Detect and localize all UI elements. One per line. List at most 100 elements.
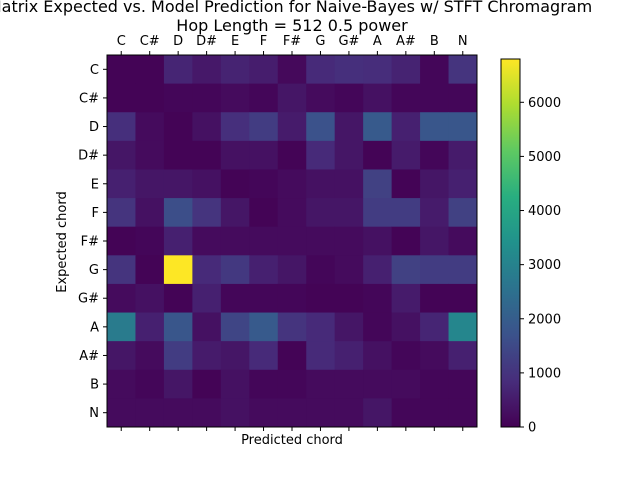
heatmap-cell (277, 283, 307, 314)
y-tick-label: F# (81, 235, 99, 250)
heatmap-cell (391, 198, 421, 228)
y-tick-label: A# (79, 349, 99, 364)
x-tick-label: D# (196, 34, 217, 49)
heatmap-cell (391, 369, 421, 399)
x-tick-label: A (373, 34, 382, 49)
x-tick-label: D (173, 34, 183, 49)
heatmap-cell (420, 55, 450, 85)
heatmap-cell (448, 283, 478, 314)
heatmap-cell (163, 140, 193, 170)
y-tick-label: G# (78, 292, 99, 307)
heatmap-cell (277, 112, 307, 142)
heatmap-cell (163, 283, 193, 314)
heatmap-cell (334, 169, 364, 199)
heatmap-cell (334, 341, 364, 371)
heatmap-cell (220, 341, 250, 371)
heatmap-cell (391, 312, 421, 342)
heatmap-cell (277, 398, 307, 428)
heatmap-cell (249, 312, 279, 342)
heatmap-cell (277, 198, 307, 228)
heatmap-cell (277, 55, 307, 85)
heatmap-cell (107, 369, 136, 399)
heatmap-cell (163, 341, 193, 371)
heatmap-cell (107, 255, 136, 285)
heatmap-cell (107, 226, 136, 256)
heatmap-cell (277, 255, 307, 285)
heatmap-cell (363, 398, 393, 428)
heatmap-cell (448, 341, 478, 371)
heatmap-cell (135, 398, 165, 428)
heatmap-cell (420, 198, 450, 228)
heatmap-cell (163, 312, 193, 342)
x-tick-label: G# (338, 34, 359, 49)
heatmap-cell (391, 55, 421, 85)
heatmap-cell (448, 169, 478, 199)
x-tick-label: N (458, 34, 468, 49)
heatmap-cell (363, 312, 393, 342)
x-tick-label: C (117, 34, 126, 49)
colorbar-tick-group: 0 1000 2000 3000 4000 5000 6000 (520, 96, 561, 436)
heatmap-cell (192, 198, 222, 228)
heatmap-cell (448, 140, 478, 170)
heatmap-cell (363, 198, 393, 228)
heatmap-cell (277, 312, 307, 342)
heatmap-cell (135, 312, 165, 342)
heatmap-cell (363, 341, 393, 371)
chart-title-line2: Hop Length = 512 0.5 power (176, 16, 408, 35)
heatmap-cell (249, 255, 279, 285)
heatmap-cell (420, 169, 450, 199)
heatmap-cell (420, 398, 450, 428)
heatmap-cell (135, 169, 165, 199)
heatmap-cell (448, 226, 478, 256)
heatmap-cell (220, 140, 250, 170)
chart-title-line1: Matrix Expected vs. Model Prediction for… (0, 0, 592, 16)
heatmap-cell (192, 112, 222, 142)
heatmap-cell (249, 55, 279, 85)
x-tick-label: F (260, 34, 267, 49)
heatmap-cell (107, 83, 136, 113)
heatmap-cell (135, 283, 165, 314)
heatmap-cell (306, 341, 336, 371)
heatmap-cell (334, 255, 364, 285)
heatmap-cell (334, 398, 364, 428)
heatmap-cell (163, 83, 193, 113)
heatmap-cell (163, 198, 193, 228)
heatmap-cell (192, 83, 222, 113)
heatmap-cell (306, 169, 336, 199)
heatmap-cell (107, 55, 136, 85)
heatmap-cell (391, 398, 421, 428)
y-tick-label: B (90, 378, 99, 393)
heatmap-cell (363, 226, 393, 256)
heatmap-cell (163, 112, 193, 142)
heatmap-cell (334, 226, 364, 256)
heatmap-cell (306, 198, 336, 228)
colorbar (500, 58, 521, 428)
heatmap-cell (363, 83, 393, 113)
heatmap-cell (420, 112, 450, 142)
colorbar-tick-label: 6000 (528, 96, 561, 111)
heatmap-cell (420, 140, 450, 170)
heatmap-cell (420, 369, 450, 399)
heatmap-cell (192, 226, 222, 256)
heatmap-cell (192, 398, 222, 428)
heatmap-cell (363, 55, 393, 85)
x-tick-label: A# (396, 34, 416, 49)
heatmap-cell (448, 255, 478, 285)
y-tick-group: C C# D D# EF F# G G# A A# BN (78, 63, 107, 421)
heatmap-cell (306, 226, 336, 256)
heatmap-cell (420, 255, 450, 285)
y-tick-label: C (90, 63, 99, 78)
heatmap-cells (107, 55, 478, 428)
heatmap-cell (306, 83, 336, 113)
heatmap-cell (249, 341, 279, 371)
heatmap-cell (448, 312, 478, 342)
heatmap-cell (220, 226, 250, 256)
heatmap-cell (391, 112, 421, 142)
heatmap-cell (448, 369, 478, 399)
colorbar-tick-label: 4000 (528, 204, 561, 219)
y-tick-label: E (91, 177, 99, 192)
heatmap-cell (420, 83, 450, 113)
heatmap-cell (448, 198, 478, 228)
y-tick-label: F (92, 206, 99, 221)
